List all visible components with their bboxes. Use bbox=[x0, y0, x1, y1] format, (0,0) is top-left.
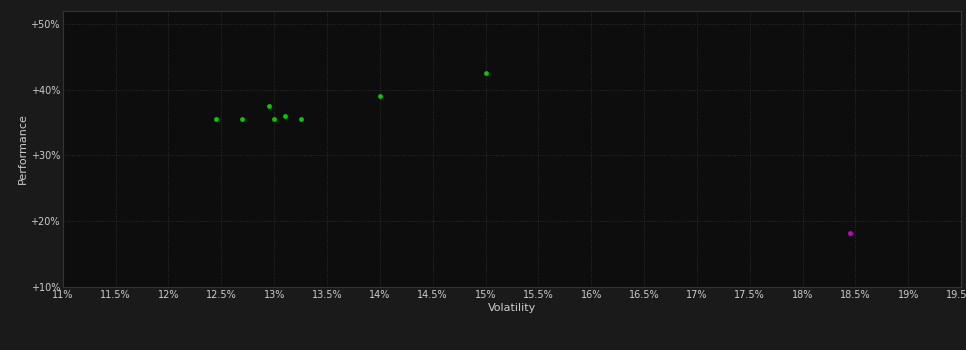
Point bbox=[235, 116, 250, 122]
Point bbox=[372, 93, 387, 99]
Y-axis label: Performance: Performance bbox=[17, 113, 28, 184]
Point bbox=[267, 116, 282, 122]
Point bbox=[277, 113, 293, 119]
Point bbox=[842, 230, 858, 236]
Point bbox=[209, 116, 224, 122]
X-axis label: Volatility: Volatility bbox=[488, 302, 536, 313]
Point bbox=[293, 116, 308, 122]
Point bbox=[261, 103, 276, 109]
Point bbox=[478, 70, 494, 76]
